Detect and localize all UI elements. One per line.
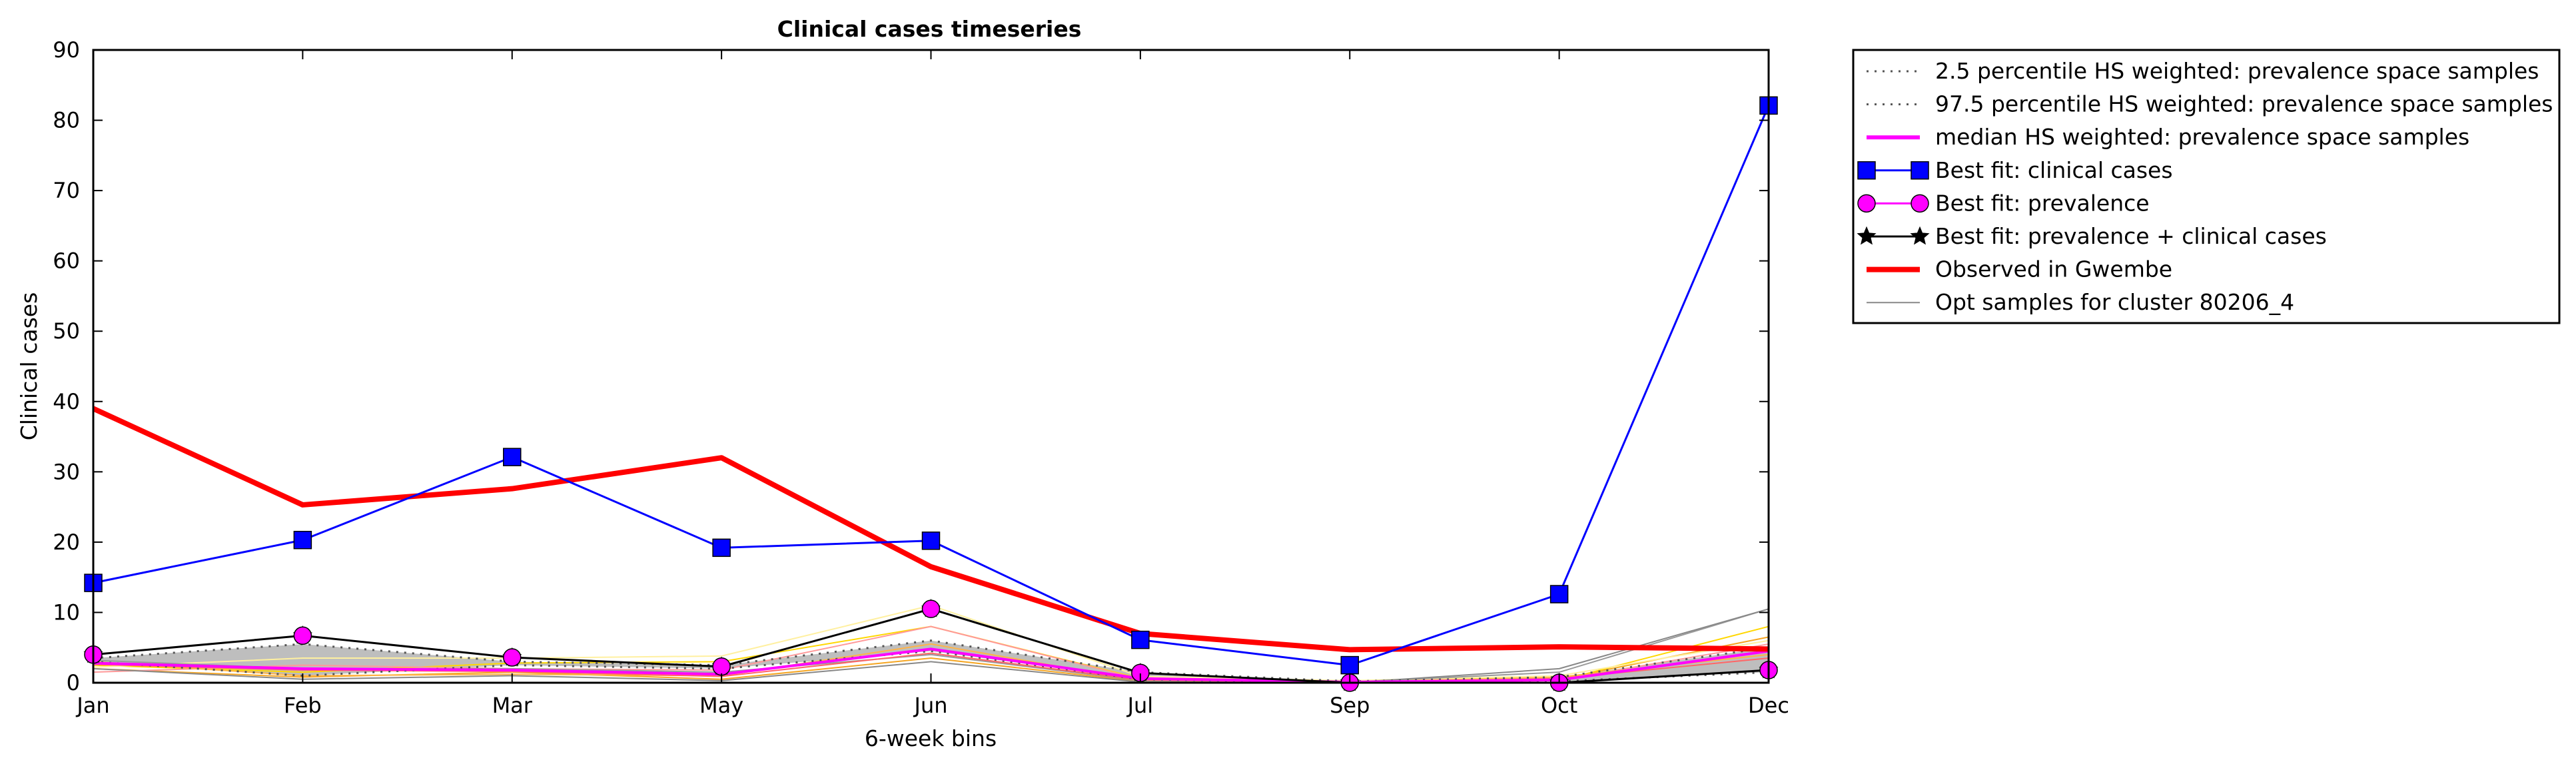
series-4-point-3 xyxy=(503,448,522,466)
legend-marker-6b xyxy=(1910,226,1930,245)
legend-marker-5b xyxy=(1911,194,1929,213)
x-axis-label: 6-week bins xyxy=(865,725,997,751)
axis-ticks: Jan Feb Mar May Jun Jul Sep Oct Dec 0 10 20 30 40 50 60… xyxy=(53,37,1789,718)
series-4-point-5 xyxy=(921,532,941,550)
y-tick-label: 30 xyxy=(53,459,80,484)
series-line-3 xyxy=(93,647,1769,683)
sample-line-4 xyxy=(93,643,1769,682)
y-tick-label: 10 xyxy=(53,599,80,625)
series-4-point-2 xyxy=(293,530,312,550)
legend-box xyxy=(1852,49,2561,324)
series-5-point-3 xyxy=(503,648,522,667)
series-5-point-5 xyxy=(921,599,941,618)
legend-label: median HS weighted: prevalence space sam… xyxy=(1935,124,2469,150)
y-tick-label: 70 xyxy=(53,178,80,203)
chart-title: Clinical cases timeseries xyxy=(777,16,1082,42)
series-4-point-4 xyxy=(712,538,731,558)
series-5-point-2 xyxy=(293,626,312,645)
series-4-point-8 xyxy=(1549,585,1569,603)
y-tick-label: 20 xyxy=(53,530,80,555)
legend-marker-5a xyxy=(1857,194,1876,213)
x-tick-label: Jun xyxy=(913,693,948,718)
legend-marker-4b xyxy=(1911,161,1929,180)
y-tick-label: 60 xyxy=(53,248,80,274)
series-line-4 xyxy=(93,105,1770,667)
x-tick-label: Mar xyxy=(492,693,533,718)
x-tick-label: Sep xyxy=(1330,693,1370,718)
legend-marker-4a xyxy=(1857,161,1876,180)
y-tick-label: 80 xyxy=(53,108,80,133)
series-4-point-7 xyxy=(1340,655,1359,675)
plot-area xyxy=(83,96,1779,692)
legend-label: Observed in Gwembe xyxy=(1935,256,2172,282)
y-tick-label: 90 xyxy=(53,37,80,63)
x-tick-label: Oct xyxy=(1541,693,1577,718)
x-tick-label: Dec xyxy=(1748,693,1789,718)
y-tick-label: 50 xyxy=(53,318,80,344)
series-line-7 xyxy=(92,406,1769,653)
plot-frame xyxy=(92,49,1770,684)
y-tick-label: 0 xyxy=(67,670,80,695)
legend-marker-6a xyxy=(1857,226,1877,245)
legend-label: 97.5 percentile HS weighted: prevalence … xyxy=(1935,91,2553,117)
legend: 2.5 percentile HS weighted: prevalence s… xyxy=(1852,49,2561,324)
legend-label: Best fit: prevalence + clinical cases xyxy=(1935,223,2327,249)
series-4-point-6 xyxy=(1131,630,1150,649)
series-5-point-4 xyxy=(712,657,731,676)
x-tick-label: Jul xyxy=(1126,693,1154,718)
legend-label: 2.5 percentile HS weighted: prevalence s… xyxy=(1935,58,2539,84)
x-tick-label: Jan xyxy=(75,693,109,718)
y-tick-label: 40 xyxy=(53,389,80,414)
x-tick-label: Feb xyxy=(284,693,322,718)
x-tick-label: May xyxy=(699,693,743,718)
y-axis-label: Clinical cases xyxy=(16,292,42,441)
legend-label: Best fit: clinical cases xyxy=(1935,157,2173,183)
series-line-8 xyxy=(93,608,1769,683)
legend-label: Best fit: prevalence xyxy=(1935,190,2150,216)
series-line-2 xyxy=(93,639,1769,683)
legend-label: Opt samples for cluster 80206_4 xyxy=(1935,289,2294,315)
